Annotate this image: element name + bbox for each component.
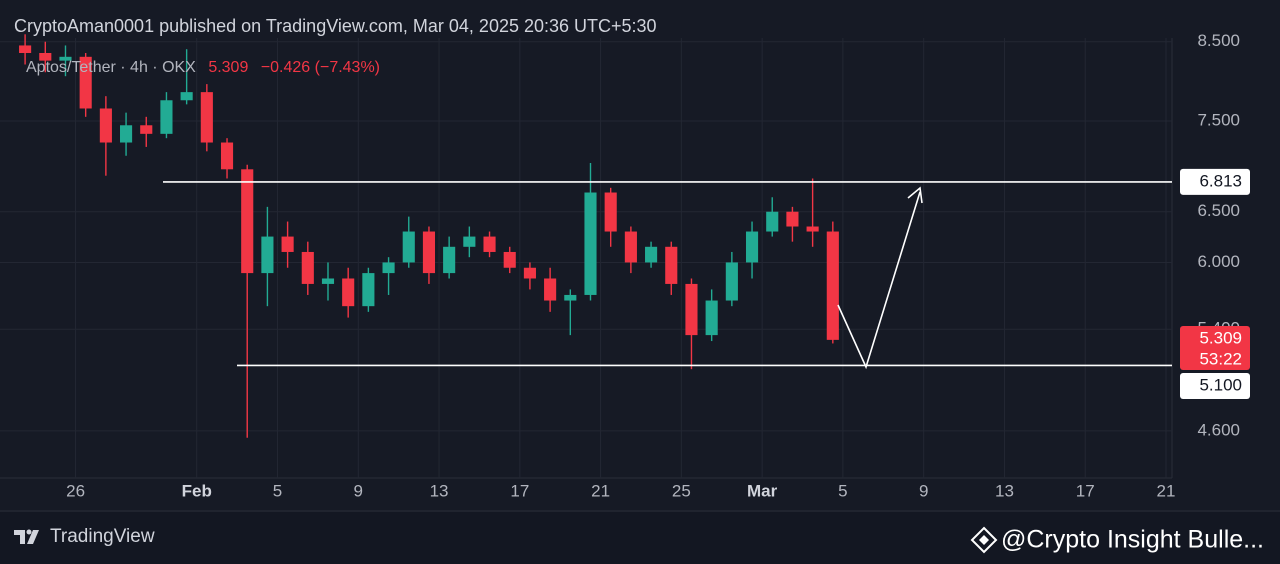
- candle-body: [786, 211, 799, 227]
- x-tick-label: 13: [430, 481, 449, 500]
- header-text: CryptoAman0001 published on TradingView.…: [14, 16, 657, 36]
- level-label: 6.813: [1199, 171, 1242, 190]
- candle-body: [342, 278, 355, 307]
- x-tick-label: 13: [995, 481, 1014, 500]
- x-tick-label: 5: [838, 481, 847, 500]
- candle-body: [806, 226, 819, 232]
- candle-body: [826, 231, 839, 340]
- grid: [0, 38, 1172, 478]
- footer-band: [0, 512, 1280, 564]
- x-tick-label: 26: [66, 481, 85, 500]
- tv-logo-mark: [14, 530, 39, 544]
- candle-body: [19, 45, 32, 53]
- candle-body: [39, 52, 52, 61]
- x-tick-label: 17: [1076, 481, 1095, 500]
- icon-diamond: [970, 526, 998, 554]
- candle-body: [463, 236, 476, 247]
- candle-body: [584, 192, 597, 295]
- candle-body: [604, 192, 617, 232]
- y-tick-label: 6.500: [1197, 201, 1240, 220]
- x-tick-label: 9: [354, 481, 363, 500]
- candle-body: [685, 283, 698, 336]
- candle-body: [483, 236, 496, 252]
- candle-body: [402, 231, 415, 263]
- candle-body: [120, 125, 133, 143]
- candle-body: [281, 236, 294, 252]
- candle-body: [261, 236, 274, 274]
- candle-body: [624, 231, 637, 263]
- candle-body: [220, 142, 234, 170]
- y-tick-label: 6.000: [1197, 252, 1240, 271]
- legend: Aptos/Tether · 4h · OKX 5.309 −0.426 (−7…: [26, 59, 380, 76]
- tv-logo-dot: [26, 529, 32, 535]
- candle-body: [200, 92, 213, 143]
- candle-body: [99, 108, 112, 143]
- candle-body: [241, 169, 254, 274]
- candle-body: [544, 278, 557, 301]
- x-tick-label: 25: [672, 481, 691, 500]
- candle-body: [645, 246, 658, 263]
- candle-body: [301, 251, 314, 284]
- candle-body: [725, 262, 738, 301]
- y-tick-label: 7.500: [1197, 111, 1240, 130]
- level-box: [1180, 168, 1250, 195]
- candle-body: [140, 125, 153, 134]
- axes: 4.6005.4006.0006.5007.5008.50026Feb59131…: [66, 31, 1250, 500]
- x-tick-label: 5: [273, 481, 282, 500]
- last-price-box: [1180, 325, 1250, 370]
- candle-body: [745, 231, 759, 263]
- candle-body: [503, 251, 516, 268]
- levels: [163, 181, 1172, 367]
- x-tick-label: 17: [510, 481, 529, 500]
- tv-logo: [14, 529, 39, 544]
- candle-body: [564, 294, 577, 301]
- arrow-head: [907, 186, 923, 204]
- symbol: Aptos/Tether · 4h · OKX: [26, 59, 196, 76]
- candle-body: [382, 262, 395, 274]
- last-price-label: 5.309: [1199, 328, 1242, 347]
- candle-body: [422, 231, 436, 274]
- candle-body: [79, 56, 92, 109]
- watermark-icon: [970, 526, 998, 554]
- level-label: 5.100: [1199, 375, 1242, 394]
- candle-body: [180, 92, 193, 101]
- icon-core: [979, 535, 989, 545]
- projection-arrow: [837, 191, 921, 370]
- x-tick-label: 21: [591, 481, 610, 500]
- candles: [19, 34, 839, 438]
- candle-body: [766, 211, 779, 232]
- watermark: @Crypto Insight Bulle...: [1001, 526, 1264, 554]
- change: −0.426 (−7.43%): [261, 59, 380, 76]
- candle-body: [705, 300, 718, 336]
- y-tick-label: 8.500: [1197, 31, 1240, 50]
- candle-body: [160, 100, 173, 134]
- x-tick-label: 21: [1157, 481, 1176, 500]
- candle-body: [362, 273, 375, 307]
- y-tick-label: 4.600: [1197, 420, 1240, 439]
- countdown: 53:22: [1199, 349, 1242, 368]
- candle-body: [443, 246, 456, 274]
- x-tick-label: Feb: [182, 481, 212, 500]
- last-price: 5.309: [208, 59, 248, 76]
- candle-body: [523, 267, 536, 279]
- candle-body: [59, 56, 72, 61]
- candle-body: [321, 278, 335, 284]
- level-box: [1180, 372, 1250, 399]
- candle-body: [665, 246, 678, 284]
- x-tick-label: 9: [919, 481, 928, 500]
- x-tick-label: Mar: [747, 481, 778, 500]
- brand: TradingView: [50, 526, 155, 547]
